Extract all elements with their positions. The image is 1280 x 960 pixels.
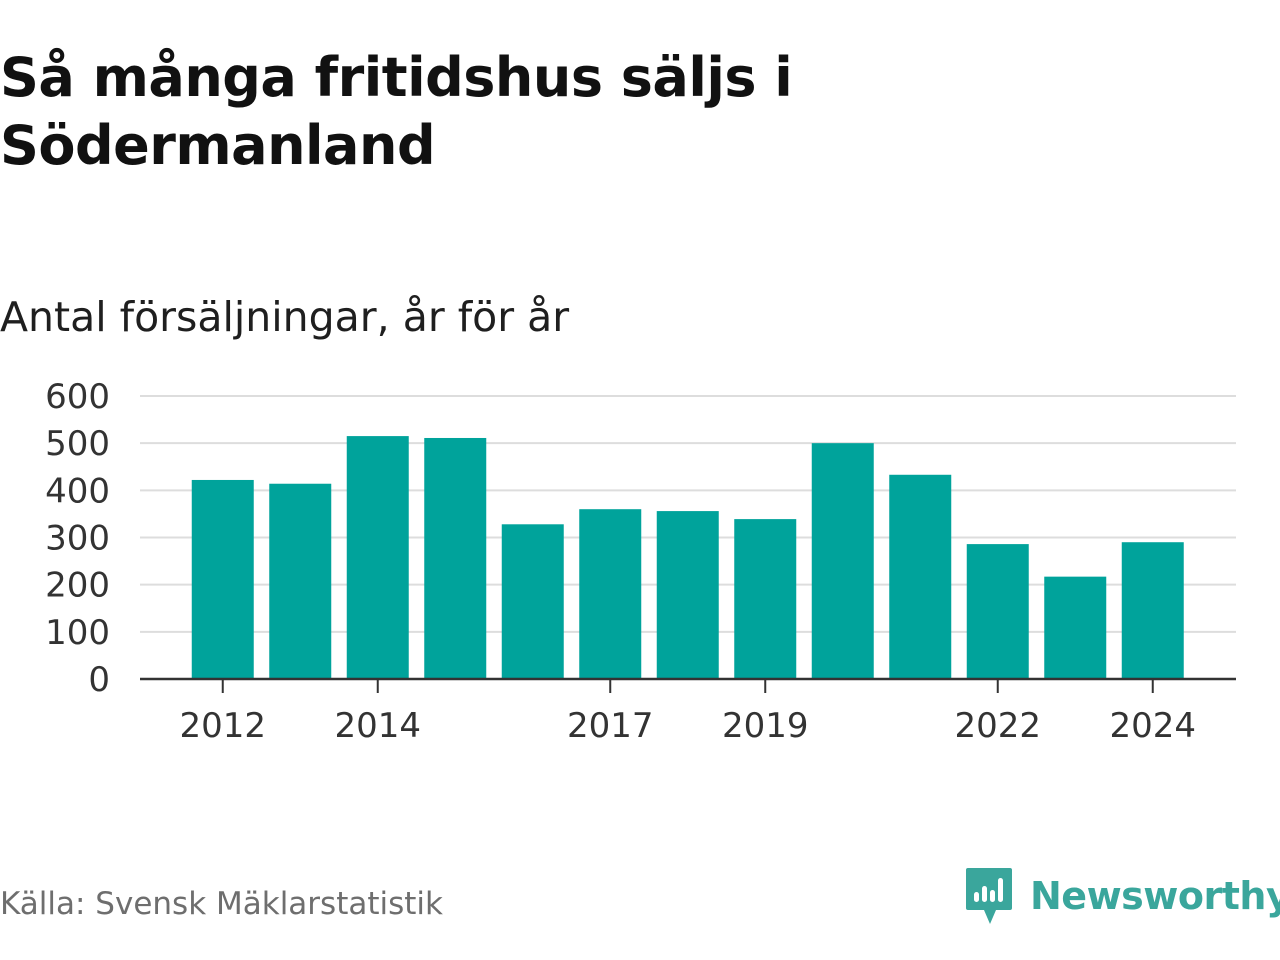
- brand-name: Newsworthy: [1030, 874, 1280, 918]
- bar-chart: 0 100 200 300 400 500 600 2012 2014 2017 2019 2022…: [45, 377, 1236, 746]
- x-axis-ticks: 2012 2014 2017 2019 2022 2024: [179, 679, 1196, 746]
- bar-2014: [346, 436, 409, 679]
- bar-2018: [656, 511, 719, 679]
- brand-logo: Newsworthy: [964, 864, 1280, 928]
- bar-2019: [734, 519, 797, 679]
- x-tick-label: 2019: [722, 706, 809, 746]
- bar-2015: [424, 437, 487, 679]
- y-tick-label: 300: [45, 519, 110, 559]
- x-tick-label: 2024: [1109, 706, 1196, 746]
- bars: [191, 436, 1184, 679]
- bar-2013: [269, 483, 332, 679]
- x-tick-label: 2022: [954, 706, 1041, 746]
- chart-subtitle: Antal försäljningar, år för år: [0, 293, 570, 341]
- bar-2022: [966, 544, 1029, 679]
- y-axis-ticks: 0 100 200 300 400 500 600: [45, 377, 110, 700]
- newsworthy-bar-chart-bubble-icon: [966, 868, 1012, 924]
- x-tick-label: 2012: [179, 706, 266, 746]
- bar-2020: [811, 443, 874, 679]
- chart-title: Så många fritidshus säljs i Södermanland: [0, 46, 793, 177]
- y-tick-label: 0: [88, 660, 110, 700]
- bar-2023: [1044, 576, 1107, 679]
- source-note: Källa: Svensk Mäklarstatistik: [0, 886, 443, 922]
- bar-2012: [191, 479, 254, 679]
- y-tick-label: 600: [45, 377, 110, 417]
- bar-2024: [1121, 542, 1184, 679]
- y-tick-label: 200: [45, 566, 110, 606]
- bar-2016: [501, 524, 564, 679]
- y-tick-label: 100: [45, 613, 110, 653]
- bar-2017: [579, 509, 642, 679]
- x-tick-label: 2017: [567, 706, 654, 746]
- bar-2021: [889, 474, 952, 679]
- y-tick-label: 500: [45, 424, 110, 464]
- y-tick-label: 400: [45, 471, 110, 511]
- x-tick-label: 2014: [334, 706, 421, 746]
